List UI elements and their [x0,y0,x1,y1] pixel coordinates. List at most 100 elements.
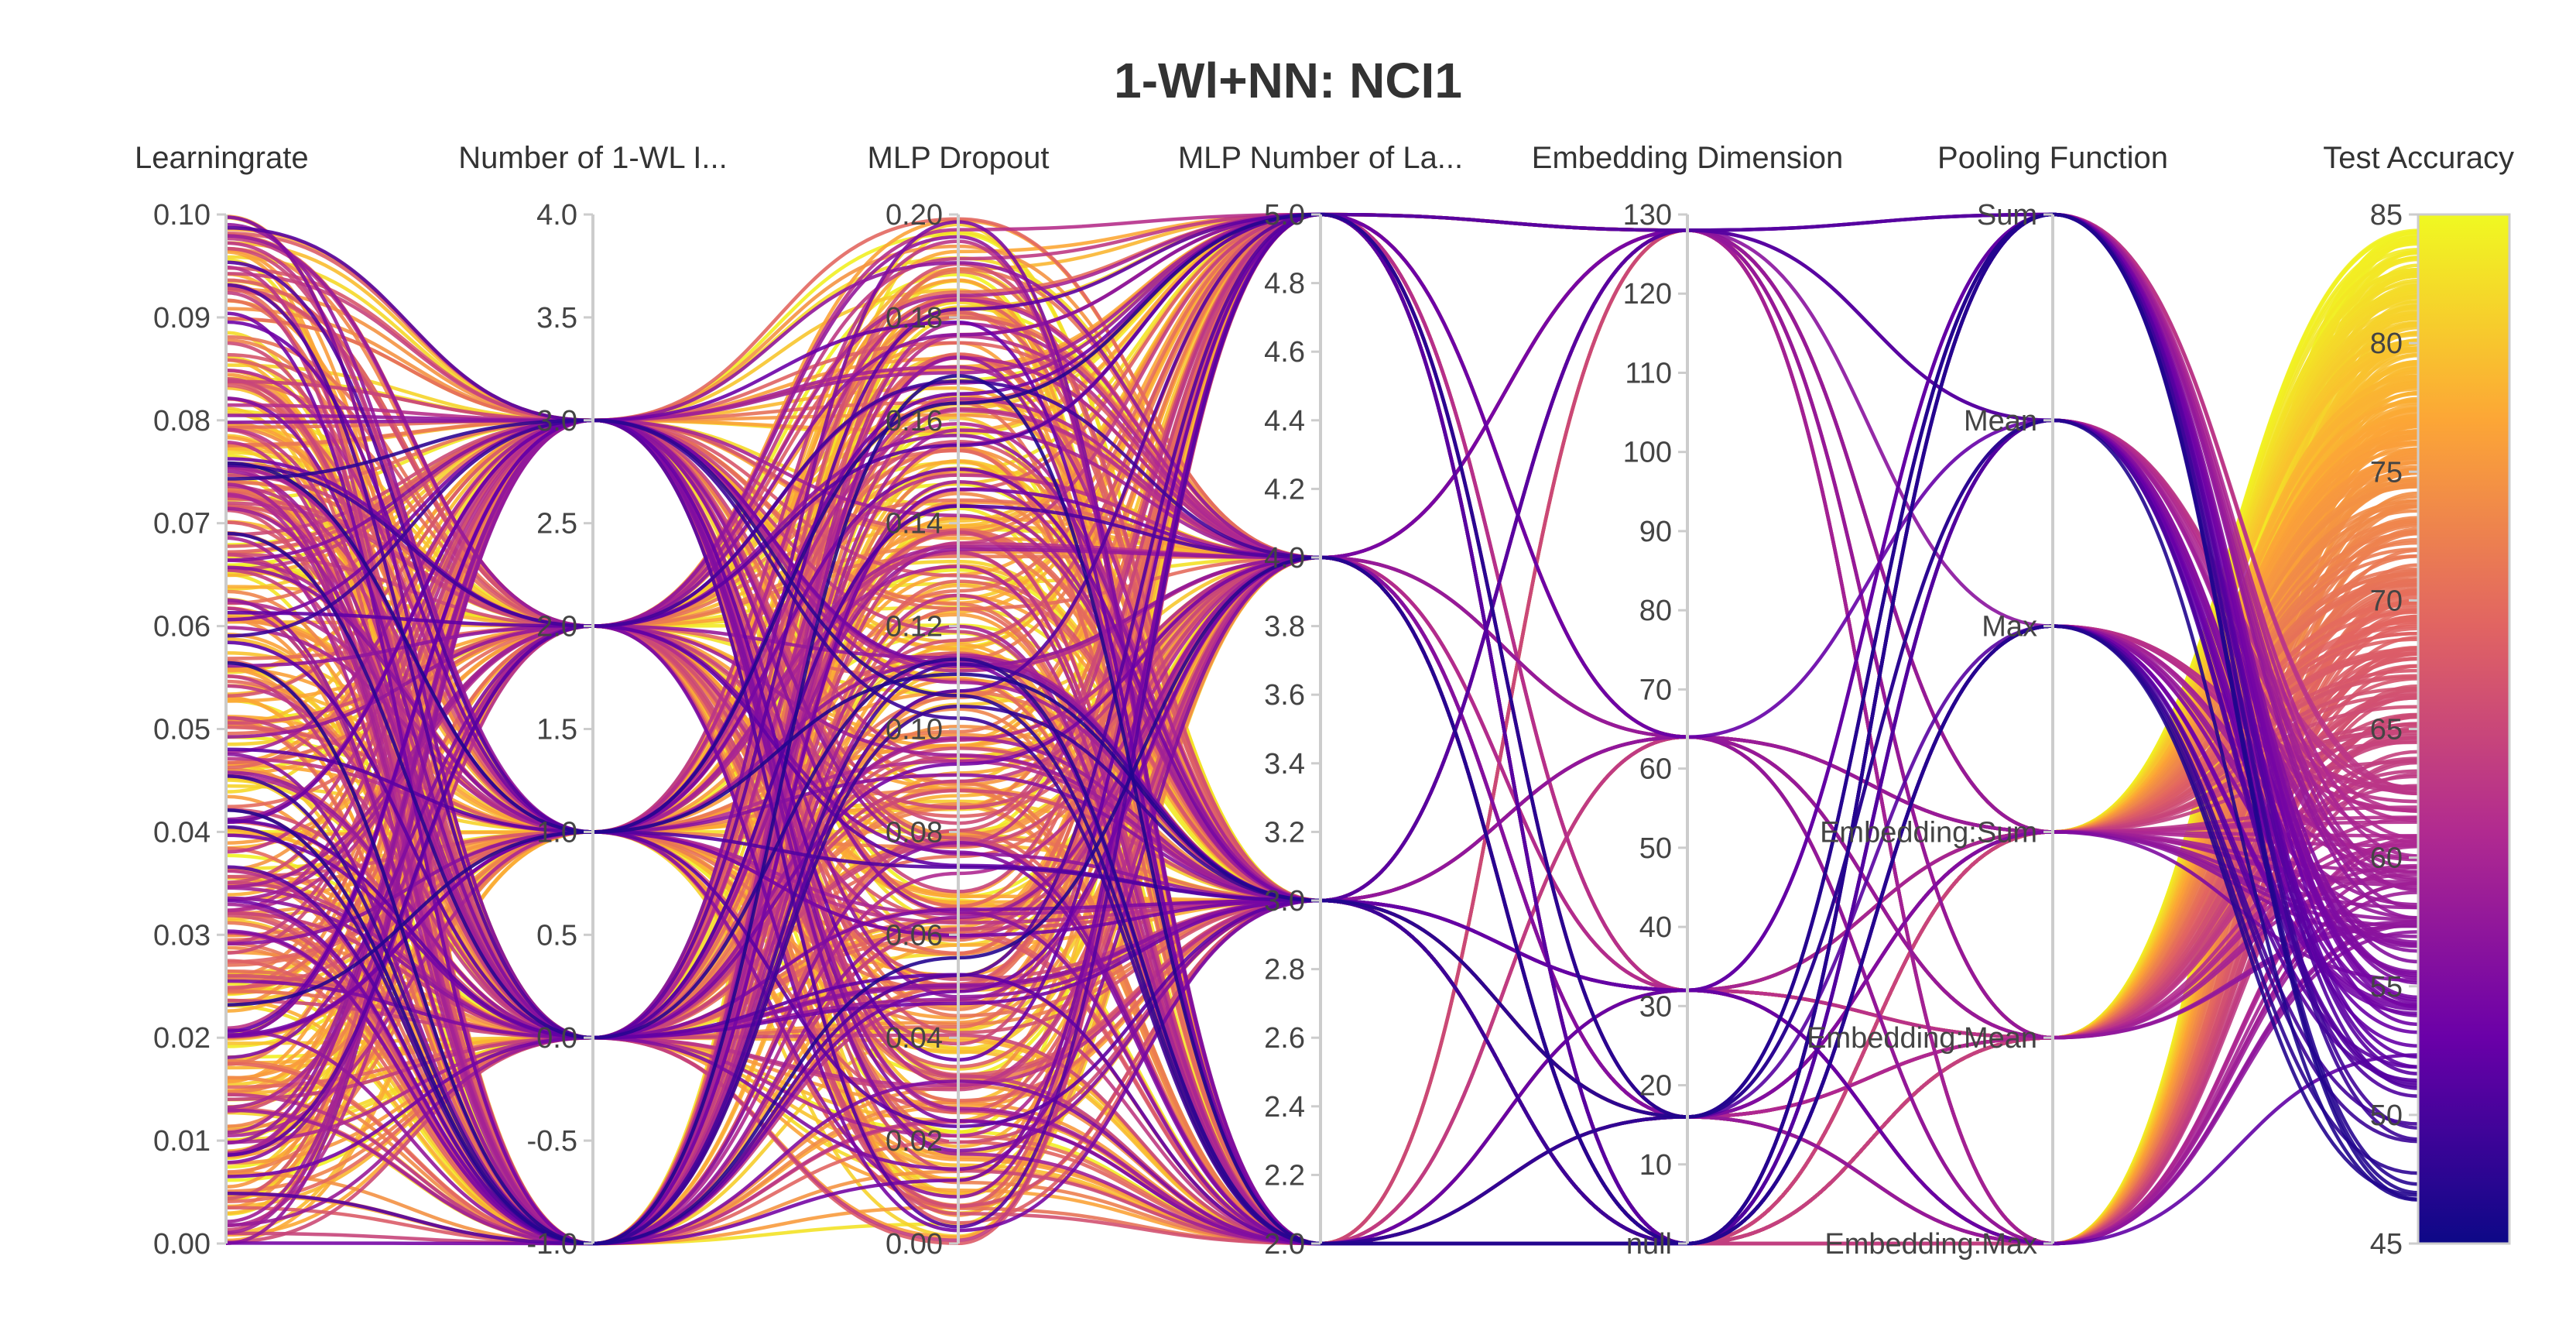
axis-label: MLP Number of La... [1178,141,1463,175]
axis-acc[interactable]: Test Accuracy 85 80 75 70 65 60 55 50 45 [2323,141,2514,1261]
tick-label: 4.0 [536,199,577,232]
tick-label: 4.4 [1264,405,1305,437]
tick-label: 2.4 [1264,1091,1305,1124]
tick-label: 0.08 [153,405,211,437]
tick-label: 3.0 [536,405,577,437]
axis-wl[interactable]: Number of 1-WL I... 4.0 3.5 3.0 2.5 2.0 1.5 1.0… [458,141,728,1261]
axis-lr[interactable]: Learningrate 0.10 0.09 0.08 0.07 0.06 0.05 0.04… [135,141,309,1261]
tick-label: 5.0 [1264,199,1305,232]
tick-label: 0.12 [886,611,943,643]
tick-label: 4.8 [1264,268,1305,300]
tick-label: 75 [2370,456,2403,489]
tick-label: 3.6 [1264,679,1305,712]
tick-label: 70 [1639,674,1672,706]
tick-label: 0.03 [153,919,211,952]
tick-label: 0.00 [153,1228,211,1261]
tick-label: Embedding:Max [1824,1228,2037,1261]
tick-label: Max [1982,611,2037,643]
tick-label: 2.2 [1264,1159,1305,1192]
tick-label: 130 [1623,199,1672,232]
tick-label: 1.0 [536,816,577,849]
axis-label: Learningrate [135,141,309,175]
tick-label: -1.0 [527,1228,577,1261]
axis-dropout[interactable]: MLP Dropout 0.20 0.18 0.16 0.14 0.12 0.10 0.08 0… [868,141,1050,1261]
colorbar [2418,214,2509,1244]
tick-label: 40 [1639,911,1672,944]
tick-label: Embedding:Sum [1820,816,2037,849]
tick-label: 0.07 [153,508,211,540]
tick-label: 1.5 [536,714,577,746]
tick-label: 0.10 [886,714,943,746]
tick-label: 65 [2370,714,2403,746]
tick-label: 90 [1639,516,1672,548]
tick-label: 80 [1639,595,1672,627]
tick-label: 100 [1623,437,1672,469]
axes-layer: Learningrate0.100.090.080.070.060.050.04… [135,141,2514,1261]
data-polyline [225,215,2419,1246]
tick-label: 70 [2370,585,2403,617]
tick-label: 110 [1625,357,1672,389]
tick-label: -0.5 [527,1125,577,1158]
tick-label: 3.8 [1264,611,1305,643]
tick-label: 0.20 [886,199,943,232]
tick-label: 50 [1639,832,1672,865]
tick-label: 4.6 [1264,336,1305,369]
tick-label: 3.5 [536,302,577,334]
data-polyline [225,212,2419,1090]
tick-label: 0.14 [886,508,943,540]
tick-label: 4.0 [1264,542,1305,575]
tick-label: 0.18 [886,302,943,334]
tick-label: 2.5 [536,508,577,540]
axis-label: Number of 1-WL I... [458,141,728,175]
tick-label: 0.06 [153,611,211,643]
tick-label: 0.10 [153,199,211,232]
axis-emb[interactable]: Embedding Dimension 130 120 110 100 90 80 70 60 5… [1532,141,1843,1261]
axis-label: Pooling Function [1937,141,2168,175]
tick-label: Sum [1977,199,2037,232]
tick-label: 30 [1639,990,1672,1023]
tick-label: 0.04 [886,1022,943,1055]
tick-label: 120 [1623,278,1672,310]
axis-layers[interactable]: MLP Number of La... 5.0 4.8 4.6 4.4 4.2 4.0 3.8… [1178,141,1463,1261]
tick-label: 0.02 [153,1022,211,1055]
tick-label: 0.0 [536,1022,577,1055]
tick-label: 0.00 [886,1228,943,1261]
tick-label: 55 [2370,971,2403,1004]
axis-label: Embedding Dimension [1532,141,1843,175]
tick-label: 0.04 [153,816,211,849]
tick-label: 2.6 [1264,1022,1305,1055]
tick-label: 3.0 [1264,885,1305,918]
tick-label: 2.8 [1264,954,1305,986]
tick-label: 3.4 [1264,748,1305,780]
data-polyline [225,212,2419,1246]
axis-pool[interactable]: Pooling Function Sum Mean Max Embedding:Sum E… [1807,141,2168,1261]
tick-label: Mean [1964,405,2037,437]
tick-label: 60 [2370,842,2403,875]
tick-label: 85 [2370,199,2403,232]
tick-label: 0.16 [886,405,943,437]
tick-label: 0.06 [886,919,943,952]
tick-label: 2.0 [536,611,577,643]
tick-label: 60 [1639,753,1672,786]
tick-label: 80 [2370,328,2403,360]
axis-label: Test Accuracy [2323,141,2514,175]
tick-label: 0.05 [153,714,211,746]
tick-label: 20 [1639,1070,1672,1103]
polylines-layer [225,212,2419,1246]
tick-label: 0.01 [153,1125,211,1158]
tick-label: 0.02 [886,1125,943,1158]
tick-label: 0.09 [153,302,211,334]
tick-label: null [1626,1228,1672,1261]
tick-label: 50 [2370,1100,2403,1132]
axis-label: MLP Dropout [868,141,1050,175]
tick-label: 10 [1639,1149,1672,1182]
tick-label: 0.08 [886,816,943,849]
tick-label: 45 [2370,1228,2403,1261]
tick-label: 0.5 [536,919,577,952]
chart-title: 1-Wl+NN: NCI1 [1114,53,1462,108]
tick-label: 3.2 [1264,816,1305,849]
tick-label: 2.0 [1264,1228,1305,1261]
tick-label: 4.2 [1264,473,1305,506]
